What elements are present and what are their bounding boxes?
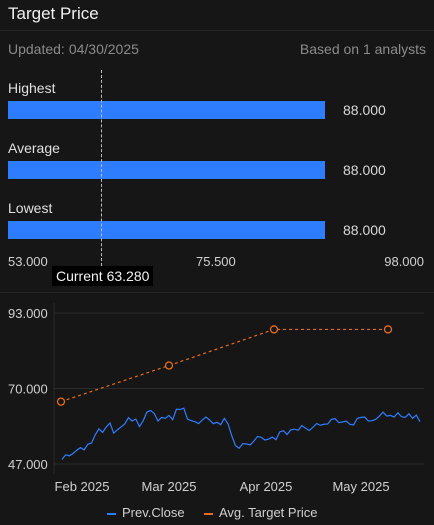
bar-label-highest: Highest — [8, 80, 56, 96]
legend-avg-target[interactable]: Avg. Target Price — [204, 505, 318, 520]
bar-highest[interactable] — [8, 101, 326, 119]
header-divider — [0, 30, 434, 31]
current-price-tag: Current 63.280 — [52, 266, 154, 286]
series-avg-target — [60, 328, 388, 403]
updated-info: Updated: 04/30/2025 — [8, 41, 139, 57]
legend-label-avg-target: Avg. Target Price — [219, 505, 318, 520]
bar-value-average: 88.000 — [343, 162, 386, 178]
legend-label-prev-close: Prev.Close — [122, 505, 185, 520]
range-tick-max: 98.000 — [384, 254, 424, 269]
page-title: Target Price — [8, 4, 99, 23]
y-tick-label: 93.000 — [8, 306, 48, 321]
current-price-line — [101, 70, 103, 266]
series-prev-close — [61, 407, 421, 460]
updated-label: Updated: — [8, 41, 65, 57]
target-point[interactable] — [383, 325, 393, 334]
legend-swatch-avg-target — [204, 512, 213, 515]
section-divider — [0, 292, 434, 293]
bar-average[interactable] — [8, 161, 326, 179]
bar-label-lowest: Lowest — [8, 200, 53, 216]
range-tick-mid: 75.500 — [196, 254, 236, 269]
target-point[interactable] — [164, 361, 174, 370]
x-tick-label: Mar 2025 — [142, 479, 197, 494]
target-point[interactable] — [269, 325, 279, 334]
legend-prev-close[interactable]: Prev.Close — [107, 505, 185, 520]
y-tick-label: 70.000 — [8, 382, 48, 397]
range-tick-min: 53.000 — [8, 254, 48, 269]
bar-lowest[interactable] — [8, 221, 326, 239]
x-tick-label: Feb 2025 — [55, 479, 110, 494]
legend-swatch-prev-close — [107, 512, 116, 515]
bar-label-average: Average — [8, 140, 60, 156]
x-tick-label: Apr 2025 — [240, 479, 293, 494]
y-tick-label: 47.000 — [8, 457, 48, 472]
analyst-count: Based on 1 analysts — [299, 41, 426, 57]
bar-value-lowest: 88.000 — [343, 222, 386, 238]
bar-value-highest: 88.000 — [343, 102, 386, 118]
updated-date: 04/30/2025 — [68, 41, 139, 57]
x-tick-label: May 2025 — [332, 479, 389, 494]
target-point[interactable] — [56, 397, 66, 406]
